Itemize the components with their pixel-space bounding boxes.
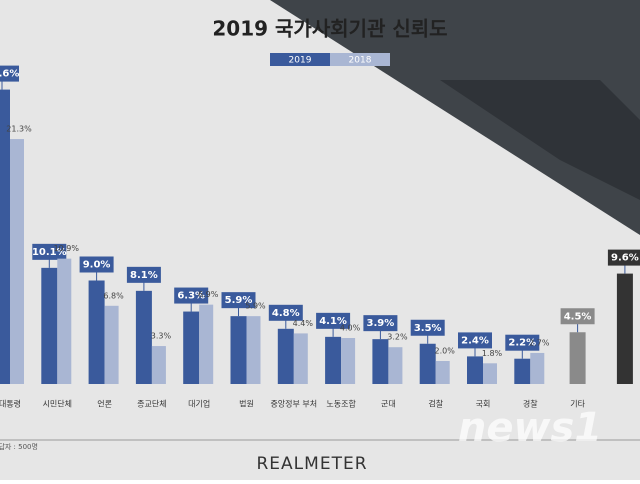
value-label-box: [268, 304, 303, 321]
value-label: 2.0%: [435, 347, 456, 356]
bar: [514, 358, 531, 384]
legend-label: 2018: [349, 56, 372, 66]
bar: [199, 304, 214, 384]
value-label: 3.9%: [367, 318, 395, 329]
bar: [483, 363, 497, 384]
value-label-box: [458, 332, 492, 349]
x-tick-label: 종교단체: [137, 399, 166, 409]
bar: [372, 339, 389, 384]
value-label: 10.1%: [32, 247, 67, 258]
bar: [435, 361, 450, 384]
chart-title: 2019 국가사회기관 신뢰도: [212, 17, 447, 41]
x-tick-label: 시민단체: [43, 399, 72, 409]
value-label-box: [0, 65, 19, 82]
value-label-box: [363, 315, 398, 332]
value-label: 3.3%: [151, 332, 172, 341]
bar: [616, 273, 633, 384]
value-label: 2.2%: [508, 338, 536, 349]
value-label: 2.4%: [461, 335, 489, 346]
bar: [530, 352, 545, 384]
value-label: 5.9%: [245, 302, 266, 311]
bar: [151, 346, 166, 384]
x-tick-label: 대통령: [0, 400, 21, 409]
value-label: 8.1%: [130, 270, 158, 281]
legend-swatch: [270, 53, 330, 66]
value-label: 2.7%: [529, 338, 550, 347]
watermark: news1: [458, 405, 602, 451]
value-label: 4.5%: [564, 311, 592, 322]
bar: [388, 347, 403, 384]
value-label-box: [607, 249, 640, 266]
value-label: 5.9%: [225, 295, 253, 306]
x-tick-label: 기타: [570, 400, 585, 409]
value-label-box: [505, 334, 540, 351]
value-label: 25.6%: [0, 69, 19, 80]
value-label: 21.3%: [6, 125, 32, 134]
bar: [419, 343, 436, 384]
value-label-box: [126, 266, 161, 283]
bar: [41, 267, 58, 384]
value-label: 6.9%: [198, 290, 219, 299]
bar: [0, 89, 10, 384]
bar: [104, 305, 119, 384]
value-label: 6.8%: [103, 291, 124, 300]
value-label: 3.5%: [414, 323, 442, 334]
value-label-box: [221, 292, 256, 309]
x-tick-label: 대기업: [188, 400, 210, 409]
value-label-box: [316, 312, 351, 329]
value-label: 4.8%: [272, 308, 300, 319]
bar: [246, 316, 261, 384]
x-tick-label: 언론: [97, 399, 112, 409]
legend-label: 2019: [289, 56, 312, 66]
value-label: 4.0%: [340, 324, 361, 333]
value-label: 9.0%: [83, 260, 111, 271]
x-tick-label: 법원: [239, 399, 254, 409]
value-label-box: [32, 243, 67, 260]
value-label: 4.4%: [293, 319, 314, 328]
x-tick-label: 군대: [381, 400, 396, 409]
x-tick-label: 노동조합: [326, 400, 356, 409]
legend-swatch: [330, 53, 390, 66]
bar: [10, 139, 24, 384]
bar: [341, 338, 356, 384]
bar: [277, 328, 294, 384]
bar: [183, 311, 200, 384]
value-label-box: [79, 256, 114, 273]
bar: [569, 332, 586, 384]
value-label-box: [560, 308, 595, 325]
value-label: 6.3%: [177, 291, 205, 302]
value-label: 1.8%: [482, 349, 503, 358]
bar: [230, 316, 247, 384]
x-tick-label: 경찰: [523, 399, 538, 409]
value-label: 3.2%: [387, 333, 408, 342]
bar: [57, 258, 72, 384]
value-label-box: [174, 287, 209, 304]
value-label: 4.1%: [319, 316, 347, 327]
value-label: 10.9%: [54, 244, 80, 253]
x-tick-label: 검찰: [428, 399, 443, 409]
footnote: 응답자 : 500명: [0, 442, 38, 451]
x-tick-label: 중앙정부 부처: [270, 399, 317, 409]
bar: [88, 280, 105, 384]
x-tick-label: 국회: [476, 400, 491, 409]
bar: [135, 290, 152, 384]
bar: [325, 336, 342, 384]
bar: [293, 333, 308, 384]
value-label-box: [410, 319, 445, 336]
bar: [467, 356, 483, 384]
source: REALMETER: [257, 454, 368, 474]
value-label: 9.6%: [611, 253, 639, 264]
city-silhouette: [440, 80, 640, 200]
